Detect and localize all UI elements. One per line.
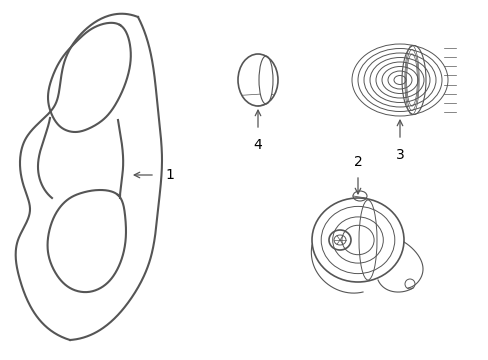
- Text: 1: 1: [164, 168, 174, 182]
- Text: 2: 2: [353, 155, 362, 169]
- Text: 4: 4: [253, 138, 262, 152]
- Text: 3: 3: [395, 148, 404, 162]
